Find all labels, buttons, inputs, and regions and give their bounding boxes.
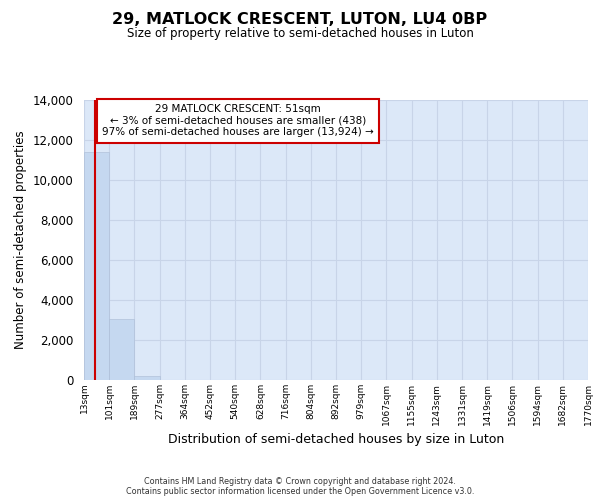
Text: 29 MATLOCK CRESCENT: 51sqm
← 3% of semi-detached houses are smaller (438)
97% of: 29 MATLOCK CRESCENT: 51sqm ← 3% of semi-…	[102, 104, 374, 138]
Y-axis label: Number of semi-detached properties: Number of semi-detached properties	[14, 130, 27, 350]
Bar	[84, 152, 109, 380]
Bar	[109, 319, 134, 380]
Text: Size of property relative to semi-detached houses in Luton: Size of property relative to semi-detach…	[127, 28, 473, 40]
X-axis label: Distribution of semi-detached houses by size in Luton: Distribution of semi-detached houses by …	[168, 433, 504, 446]
Text: Contains HM Land Registry data © Crown copyright and database right 2024.
Contai: Contains HM Land Registry data © Crown c…	[126, 476, 474, 496]
Bar	[134, 376, 160, 380]
Text: 29, MATLOCK CRESCENT, LUTON, LU4 0BP: 29, MATLOCK CRESCENT, LUTON, LU4 0BP	[112, 12, 488, 28]
